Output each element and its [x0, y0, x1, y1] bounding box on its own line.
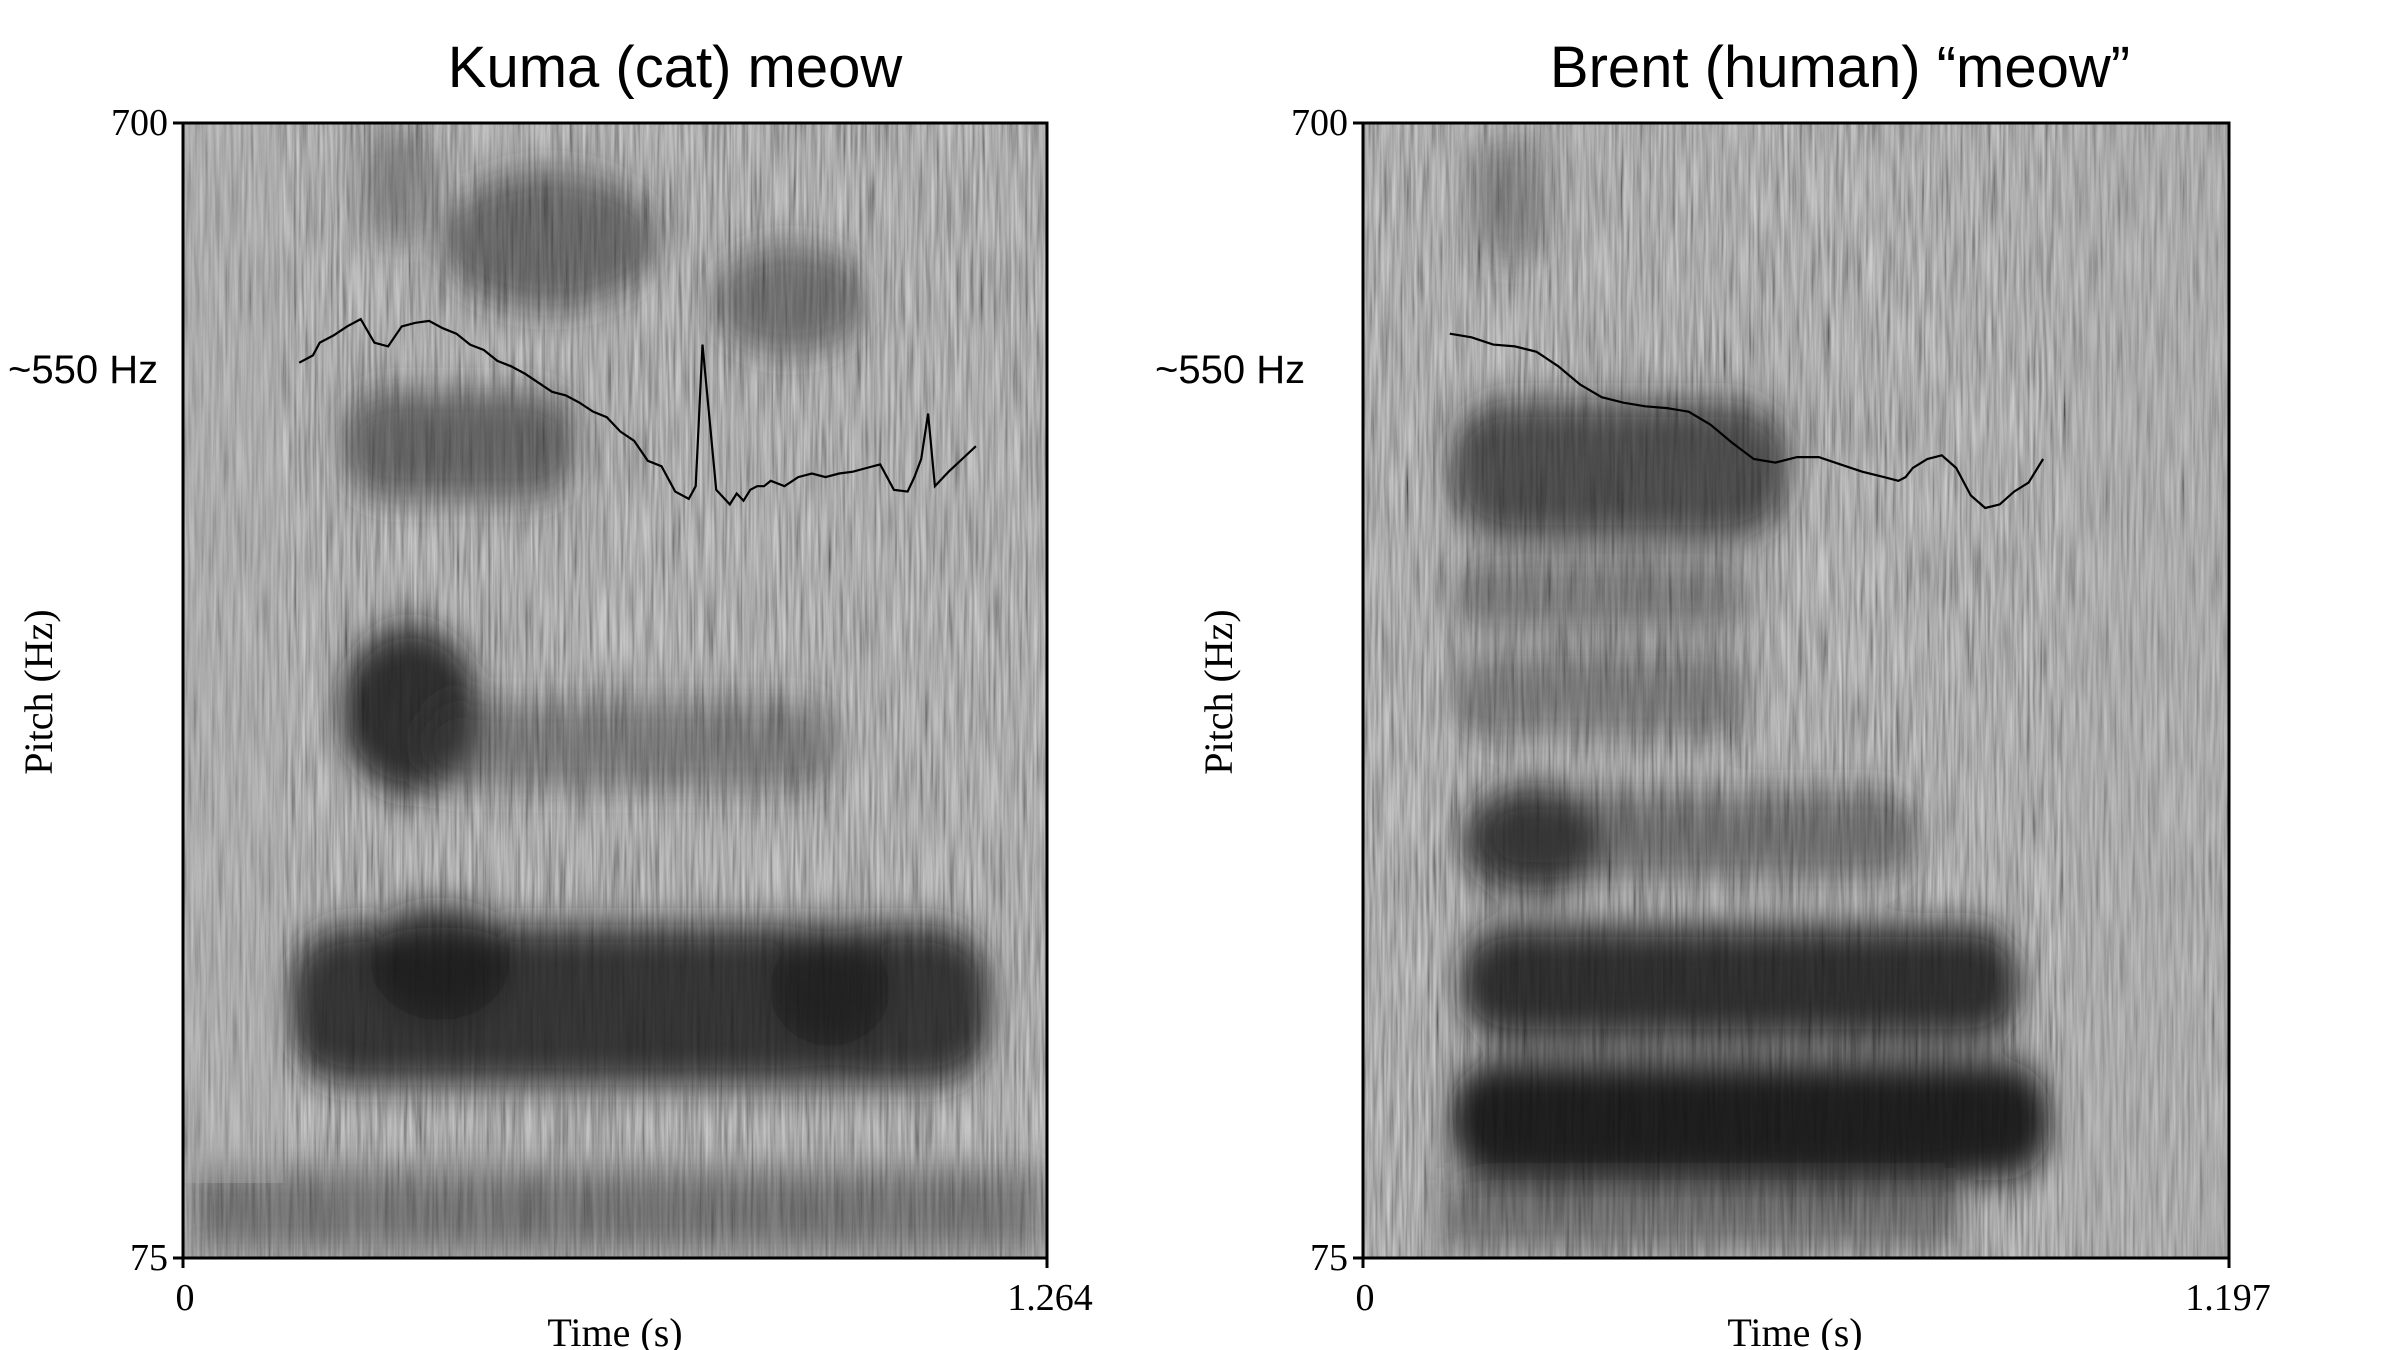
panel-cat: Kuma (cat) meow 700 75 [8, 35, 1093, 1350]
spectrogram-silence [2065, 123, 2229, 1258]
pitch-annotation: ~550 Hz [8, 348, 158, 392]
spectrogram-energy [1440, 140, 2050, 1250]
chart-title: Kuma (cat) meow [448, 35, 904, 100]
y-tick-label: 700 [1291, 102, 1348, 144]
pitch-contour [298, 317, 977, 507]
spectrogram [1363, 123, 2229, 1258]
pitch-annotation: ~550 Hz [1155, 348, 1305, 392]
y-tick-label: 75 [1310, 1237, 1348, 1279]
y-tick-label: 700 [111, 102, 168, 144]
plot-frame [181, 121, 1049, 1260]
x-tick-label: 0 [1356, 1277, 1375, 1319]
x-tick-label: 1.197 [2185, 1277, 2271, 1319]
y-tick-label: 75 [130, 1237, 168, 1279]
spectrogram-silence [183, 123, 283, 1183]
x-axis-label: Time (s) [1727, 1310, 1862, 1350]
plot-frame [1361, 121, 2231, 1260]
y-axis-label: Pitch (Hz) [16, 609, 61, 775]
y-axis-label: Pitch (Hz) [1196, 609, 1241, 775]
x-tick-label: 1.264 [1007, 1277, 1093, 1319]
x-axis-label: Time (s) [547, 1310, 682, 1350]
x-tick-label: 0 [176, 1277, 195, 1319]
pitch-contour [1449, 332, 2045, 510]
chart-title: Brent (human) “meow” [1550, 35, 2130, 100]
spectrogram [183, 123, 1047, 1258]
panel-human: Brent (human) “meow” 700 75 [1155, 35, 2271, 1350]
spectrogram-energy [190, 130, 1040, 1250]
